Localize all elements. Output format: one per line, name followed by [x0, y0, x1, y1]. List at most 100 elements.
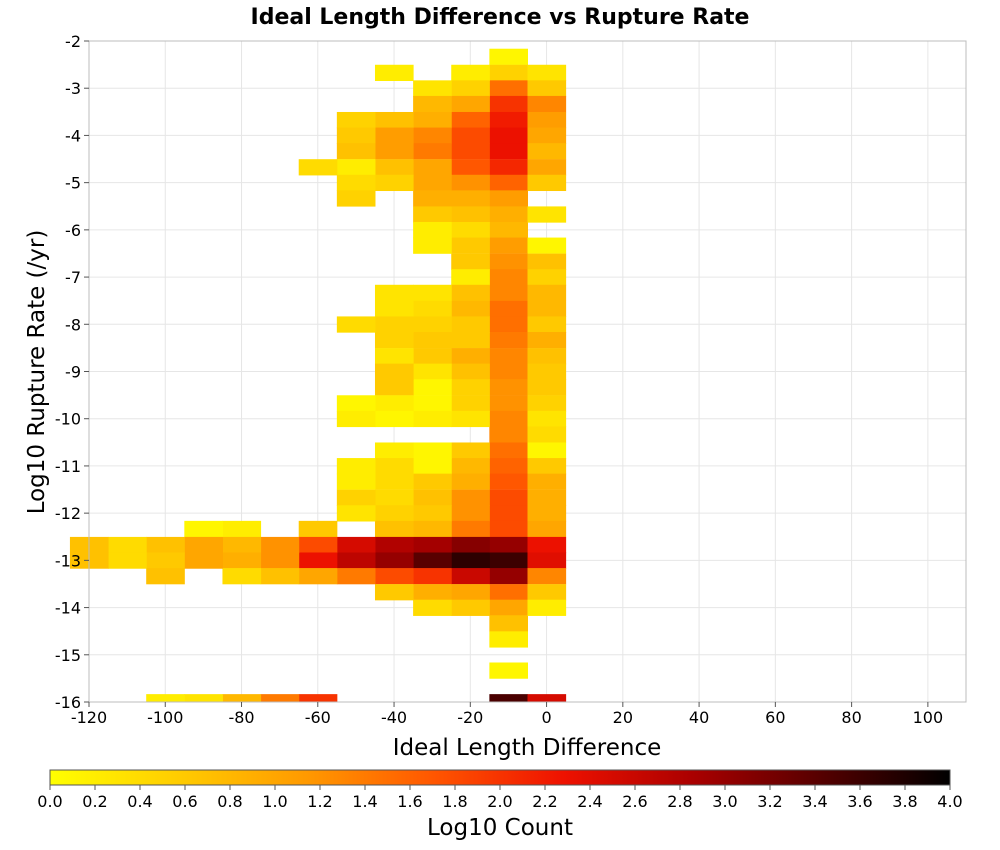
x-tick-label: 0 [541, 708, 551, 727]
heatmap-cell [374, 505, 414, 522]
heatmap-cell [413, 568, 452, 585]
x-tick-label: -20 [457, 708, 483, 727]
colorbar-tick-label: 0.2 [82, 792, 107, 811]
heatmap-cell [336, 395, 376, 412]
heatmap-cell [413, 300, 452, 318]
heatmap-cell [413, 584, 452, 601]
heatmap-cell [451, 473, 490, 490]
colorbar-tick-label: 2.4 [577, 792, 602, 811]
heatmap-cell [489, 584, 528, 601]
heatmap-cell [489, 331, 528, 349]
heatmap-cell [489, 426, 528, 443]
heatmap-cell [451, 599, 490, 616]
heatmap-cell [336, 473, 376, 490]
colorbar-tick-label: 3.4 [802, 792, 827, 811]
heatmap-cell [489, 269, 528, 286]
chart-title: Ideal Length Difference vs Rupture Rate [251, 5, 750, 30]
y-tick-label: -3 [65, 79, 81, 98]
heatmap-cell [451, 253, 490, 270]
heatmap-cell [527, 284, 567, 302]
heatmap-cell [336, 111, 376, 129]
colorbar-tick-label: 3.2 [757, 792, 782, 811]
heatmap-cell [489, 442, 528, 459]
y-tick-label: -16 [55, 693, 81, 712]
heatmap-cell [336, 505, 376, 522]
heatmap-cell [489, 536, 528, 554]
heatmap-cell [108, 536, 147, 554]
heatmap-cell [489, 174, 528, 192]
heatmap-cell [527, 520, 567, 538]
heatmap-cell [374, 379, 414, 396]
heatmap-cell [413, 174, 452, 192]
heatmap-cell [336, 316, 376, 333]
x-tick-label: -120 [71, 708, 107, 727]
y-tick-label: -10 [55, 410, 81, 429]
heatmap-cell [374, 473, 414, 490]
heatmap-cell [413, 284, 452, 302]
heatmap-cell [451, 348, 490, 365]
colorbar-ticks: 0.0 0.2 0.4 0.6 0.8 1.0 1.2 1.4 1.6 1.8 2.0 2.2 2.4 2… [37, 785, 963, 811]
heatmap-cell [413, 505, 452, 522]
heatmap-cell [489, 631, 528, 648]
heatmap-cell [451, 410, 490, 428]
heatmap-cell [489, 159, 528, 176]
heatmap-cell [374, 300, 414, 318]
heatmap-cell [489, 253, 528, 270]
heatmap-cell [413, 206, 452, 223]
heatmap-cell [451, 552, 490, 569]
heatmap-cell [527, 379, 567, 396]
heatmap-cell [374, 552, 414, 569]
heatmap-cell [374, 174, 414, 192]
heatmap-cell [489, 489, 528, 506]
heatmap-cell [451, 536, 490, 554]
heatmap-cell [374, 284, 414, 302]
heatmap-cell [489, 95, 528, 113]
heatmap-cell [489, 316, 528, 333]
heatmap-cell [298, 568, 338, 585]
heatmap-cell [413, 395, 452, 412]
heatmap-cell [489, 520, 528, 538]
heatmap-cell [451, 568, 490, 585]
colorbar-tick-label: 1.4 [352, 792, 377, 811]
colorbar-tick-label: 1.6 [397, 792, 422, 811]
heatmap-cell [451, 95, 490, 113]
y-tick-label: -8 [65, 315, 81, 334]
heatmap-cell [413, 363, 452, 380]
heatmap-cell [527, 584, 567, 601]
heatmap-cell [451, 111, 490, 129]
heatmap-cell [336, 127, 376, 144]
heatmap-cell [489, 505, 528, 522]
heatmap-cell [413, 316, 452, 333]
heatmap-cell [527, 159, 567, 176]
y-tick-label: -15 [55, 646, 81, 665]
heatmap-cell [451, 143, 490, 160]
x-tick-label: -60 [305, 708, 331, 727]
y-tick-label: -12 [55, 504, 81, 523]
heatmap-cell [451, 584, 490, 601]
heatmap-cell [413, 442, 452, 459]
heatmap-cell [413, 221, 452, 239]
heatmap-cell [527, 568, 567, 585]
heatmap-cell [527, 489, 567, 506]
colorbar-tick-label: 1.8 [442, 792, 467, 811]
heatmap-cell [146, 536, 185, 554]
heatmap-cell [451, 221, 490, 239]
y-axis-label: Log10 Rupture Rate (/yr) [24, 230, 50, 515]
colorbar-tick-label: 3.0 [712, 792, 737, 811]
heatmap-cell [184, 520, 223, 538]
colorbar-tick-label: 0.4 [127, 792, 152, 811]
heatmap-cell [451, 520, 490, 538]
heatmap-cell [374, 568, 414, 585]
colorbar-tick-label: 1.0 [262, 792, 287, 811]
heatmap-cell [489, 458, 528, 475]
colorbar-tick-label: 3.6 [847, 792, 872, 811]
x-tick-label: 80 [841, 708, 861, 727]
heatmap-cell [489, 237, 528, 254]
heatmap-cell [527, 253, 567, 270]
heatmap-cell [527, 473, 567, 490]
heatmap-cell [413, 458, 452, 475]
heatmap-cell [336, 410, 376, 428]
heatmap-cell [527, 426, 567, 443]
heatmap-cell [451, 505, 490, 522]
heatmap-cell [413, 127, 452, 144]
